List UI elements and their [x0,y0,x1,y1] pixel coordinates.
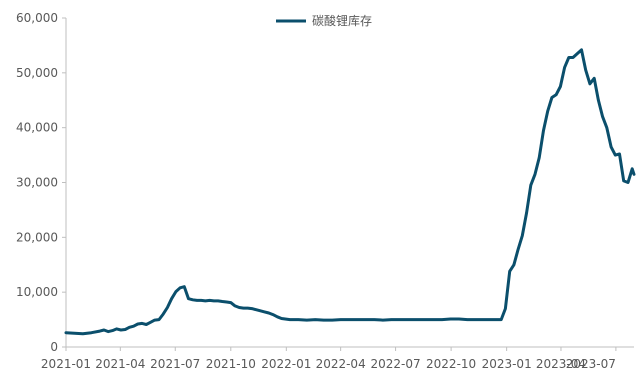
y-tick-label: 30,000 [16,176,58,190]
y-tick-label: 60,000 [16,11,58,25]
x-tick-label: 2022-04 [316,357,366,371]
legend-label: 碳酸锂库存 [312,13,372,28]
x-tick-label: 2022-07 [371,357,421,371]
y-tick-label: 10,000 [16,285,58,299]
y-axis: 0 10,000 20,000 30,000 40,000 50,000 60,000 [16,11,67,354]
x-tick-label: 2021-04 [95,357,145,371]
x-tick-label: 2021-01 [41,357,91,371]
x-tick-label: 2022-01 [261,357,311,371]
x-axis: 2021-01 2021-04 2021-07 2021-10 2022-01 2022-… [41,346,634,371]
series-line [64,48,636,336]
y-tick-label: 40,000 [16,121,58,135]
legend: 碳酸锂库存 [276,13,372,28]
x-tick-label: 2022-10 [426,357,476,371]
x-tick-label: 2021-07 [150,357,200,371]
x-tick-label: 2023-01 [482,357,532,371]
plot-area [64,48,636,336]
y-tick-label: 50,000 [16,66,58,80]
y-tick-label: 0 [50,340,58,354]
x-tick-label: 2021-10 [206,357,256,371]
y-tick-label: 20,000 [16,230,58,244]
series-points [65,49,635,334]
x-tick-label: 2023-04 [536,357,586,371]
x-tick-label: 2023-07 [566,357,616,371]
